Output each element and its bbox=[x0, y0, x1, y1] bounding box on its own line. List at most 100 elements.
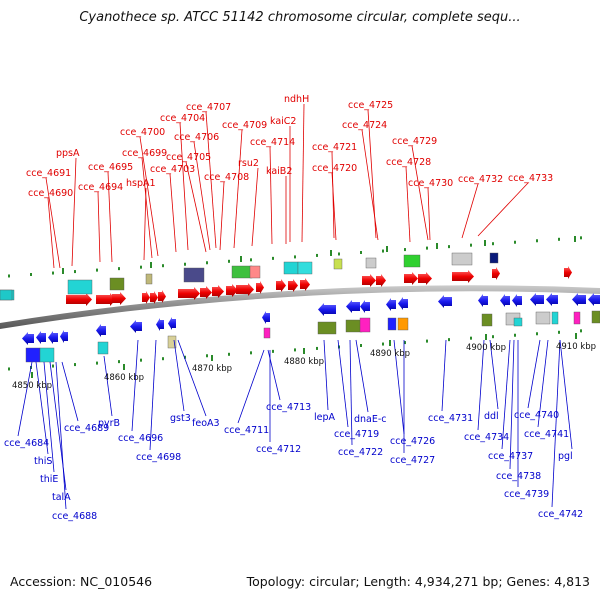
reverse-gene-arrow[interactable] bbox=[386, 298, 396, 311]
forward-gene-block[interactable] bbox=[183, 267, 205, 283]
reverse-gene-label[interactable]: gst3 bbox=[170, 413, 191, 424]
reverse-gene-arrow[interactable] bbox=[360, 300, 370, 313]
forward-gene-label[interactable]: cce_4730 bbox=[408, 178, 453, 189]
forward-gene-block[interactable] bbox=[145, 273, 153, 285]
forward-gene-label[interactable]: cce_4721 bbox=[312, 142, 357, 153]
forward-gene-arrow[interactable] bbox=[66, 293, 92, 306]
reverse-gene-block[interactable] bbox=[513, 317, 523, 327]
forward-gene-arrow[interactable] bbox=[178, 287, 200, 300]
forward-gene-block[interactable] bbox=[489, 252, 499, 264]
reverse-gene-block[interactable] bbox=[25, 347, 41, 363]
reverse-gene-arrow[interactable] bbox=[318, 303, 336, 316]
reverse-gene-label[interactable]: cce_4712 bbox=[256, 444, 301, 455]
forward-gene-label[interactable]: cce_4707 bbox=[186, 102, 231, 113]
reverse-gene-label[interactable]: cce_4739 bbox=[504, 489, 549, 500]
reverse-gene-label[interactable]: cce_4698 bbox=[136, 452, 181, 463]
forward-gene-label[interactable]: cce_4705 bbox=[166, 152, 211, 163]
reverse-gene-block[interactable] bbox=[551, 311, 559, 325]
forward-gene-label[interactable]: cce_4691 bbox=[26, 168, 71, 179]
forward-gene-block[interactable] bbox=[109, 277, 125, 291]
forward-gene-label[interactable]: cce_4714 bbox=[250, 137, 295, 148]
reverse-gene-label[interactable]: cce_4738 bbox=[496, 471, 541, 482]
forward-gene-label[interactable]: ndhH bbox=[284, 94, 309, 105]
reverse-gene-block[interactable] bbox=[39, 347, 55, 363]
reverse-gene-arrow[interactable] bbox=[478, 294, 488, 307]
forward-gene-block[interactable] bbox=[333, 258, 343, 270]
reverse-gene-block[interactable] bbox=[481, 313, 493, 327]
forward-gene-arrow[interactable] bbox=[226, 284, 238, 297]
forward-gene-block[interactable] bbox=[231, 265, 253, 279]
forward-gene-arrow[interactable] bbox=[288, 279, 298, 292]
reverse-gene-label[interactable]: cce_4726 bbox=[390, 436, 435, 447]
reverse-gene-label[interactable]: talA bbox=[52, 492, 71, 503]
forward-gene-block[interactable] bbox=[365, 257, 377, 269]
forward-gene-arrow[interactable] bbox=[492, 267, 500, 280]
forward-gene-arrow[interactable] bbox=[158, 290, 166, 303]
reverse-gene-block[interactable] bbox=[317, 321, 337, 335]
reverse-gene-arrow[interactable] bbox=[530, 293, 544, 306]
forward-gene-arrow[interactable] bbox=[236, 283, 254, 296]
forward-gene-arrow[interactable] bbox=[150, 291, 158, 304]
reverse-gene-arrow[interactable] bbox=[168, 317, 176, 330]
forward-gene-block[interactable] bbox=[67, 279, 93, 295]
reverse-gene-arrow[interactable] bbox=[512, 294, 522, 307]
reverse-gene-block[interactable] bbox=[0, 289, 13, 301]
reverse-gene-block[interactable] bbox=[97, 341, 109, 355]
reverse-gene-arrow[interactable] bbox=[398, 297, 408, 310]
forward-gene-arrow[interactable] bbox=[418, 272, 432, 285]
reverse-gene-label[interactable]: cce_4740 bbox=[514, 410, 559, 421]
reverse-gene-arrow[interactable] bbox=[546, 293, 558, 306]
forward-gene-label[interactable]: cce_4699 bbox=[122, 148, 167, 159]
forward-gene-block[interactable] bbox=[249, 265, 261, 279]
forward-gene-arrow[interactable] bbox=[256, 281, 264, 294]
forward-gene-label[interactable]: rsu2 bbox=[238, 158, 259, 169]
reverse-gene-label[interactable]: feoA3 bbox=[192, 418, 220, 429]
forward-gene-label[interactable]: kaiB2 bbox=[266, 166, 292, 177]
reverse-gene-arrow[interactable] bbox=[500, 294, 510, 307]
reverse-gene-label[interactable]: cce_4696 bbox=[118, 433, 163, 444]
reverse-gene-label[interactable]: cce_4734 bbox=[464, 432, 509, 443]
reverse-gene-block[interactable] bbox=[535, 311, 551, 325]
forward-gene-label[interactable]: cce_4695 bbox=[88, 162, 133, 173]
reverse-gene-arrow[interactable] bbox=[262, 311, 270, 324]
reverse-gene-block[interactable] bbox=[591, 310, 600, 324]
reverse-gene-label[interactable]: cce_4727 bbox=[390, 455, 435, 466]
reverse-gene-label[interactable]: cce_4731 bbox=[428, 413, 473, 424]
reverse-gene-arrow[interactable] bbox=[60, 330, 68, 343]
reverse-gene-label[interactable]: cce_4713 bbox=[266, 402, 311, 413]
reverse-gene-label[interactable]: cce_4684 bbox=[4, 438, 49, 449]
reverse-gene-block[interactable] bbox=[573, 311, 581, 325]
forward-gene-label[interactable]: cce_4690 bbox=[28, 188, 73, 199]
reverse-gene-label[interactable]: thiE bbox=[40, 474, 58, 485]
reverse-gene-block[interactable] bbox=[387, 317, 397, 331]
reverse-gene-label[interactable]: dnaE-c bbox=[354, 414, 387, 425]
forward-gene-arrow[interactable] bbox=[376, 274, 386, 287]
forward-gene-label[interactable]: cce_4733 bbox=[508, 173, 553, 184]
reverse-gene-arrow[interactable] bbox=[96, 324, 106, 337]
reverse-gene-arrow[interactable] bbox=[36, 331, 46, 344]
forward-gene-label[interactable]: cce_4704 bbox=[160, 113, 205, 124]
forward-gene-label[interactable]: cce_4703 bbox=[150, 164, 195, 175]
forward-gene-label[interactable]: cce_4709 bbox=[222, 120, 267, 131]
forward-gene-label[interactable]: cce_4720 bbox=[312, 163, 357, 174]
forward-gene-label[interactable]: ppsA bbox=[56, 148, 80, 159]
reverse-gene-arrow[interactable] bbox=[48, 331, 58, 344]
forward-gene-label[interactable]: cce_4725 bbox=[348, 100, 393, 111]
forward-gene-label[interactable]: cce_4706 bbox=[174, 132, 219, 143]
reverse-gene-block[interactable] bbox=[397, 317, 409, 331]
forward-gene-block[interactable] bbox=[451, 252, 473, 266]
reverse-gene-label[interactable]: cce_4719 bbox=[334, 429, 379, 440]
forward-gene-label[interactable]: cce_4732 bbox=[458, 174, 503, 185]
reverse-gene-arrow[interactable] bbox=[572, 293, 586, 306]
forward-gene-label[interactable]: cce_4724 bbox=[342, 120, 387, 131]
forward-gene-arrow[interactable] bbox=[142, 291, 150, 304]
forward-gene-label[interactable]: cce_4728 bbox=[386, 157, 431, 168]
forward-gene-arrow[interactable] bbox=[300, 278, 310, 291]
reverse-gene-label[interactable]: cce_4711 bbox=[224, 425, 269, 436]
reverse-gene-label[interactable]: cce_4742 bbox=[538, 509, 583, 520]
forward-gene-label[interactable]: cce_4729 bbox=[392, 136, 437, 147]
reverse-gene-label[interactable]: cce_4722 bbox=[338, 447, 383, 458]
forward-gene-label[interactable]: kaiC2 bbox=[270, 116, 296, 127]
forward-gene-arrow[interactable] bbox=[362, 274, 376, 287]
forward-gene-arrow[interactable] bbox=[404, 272, 418, 285]
